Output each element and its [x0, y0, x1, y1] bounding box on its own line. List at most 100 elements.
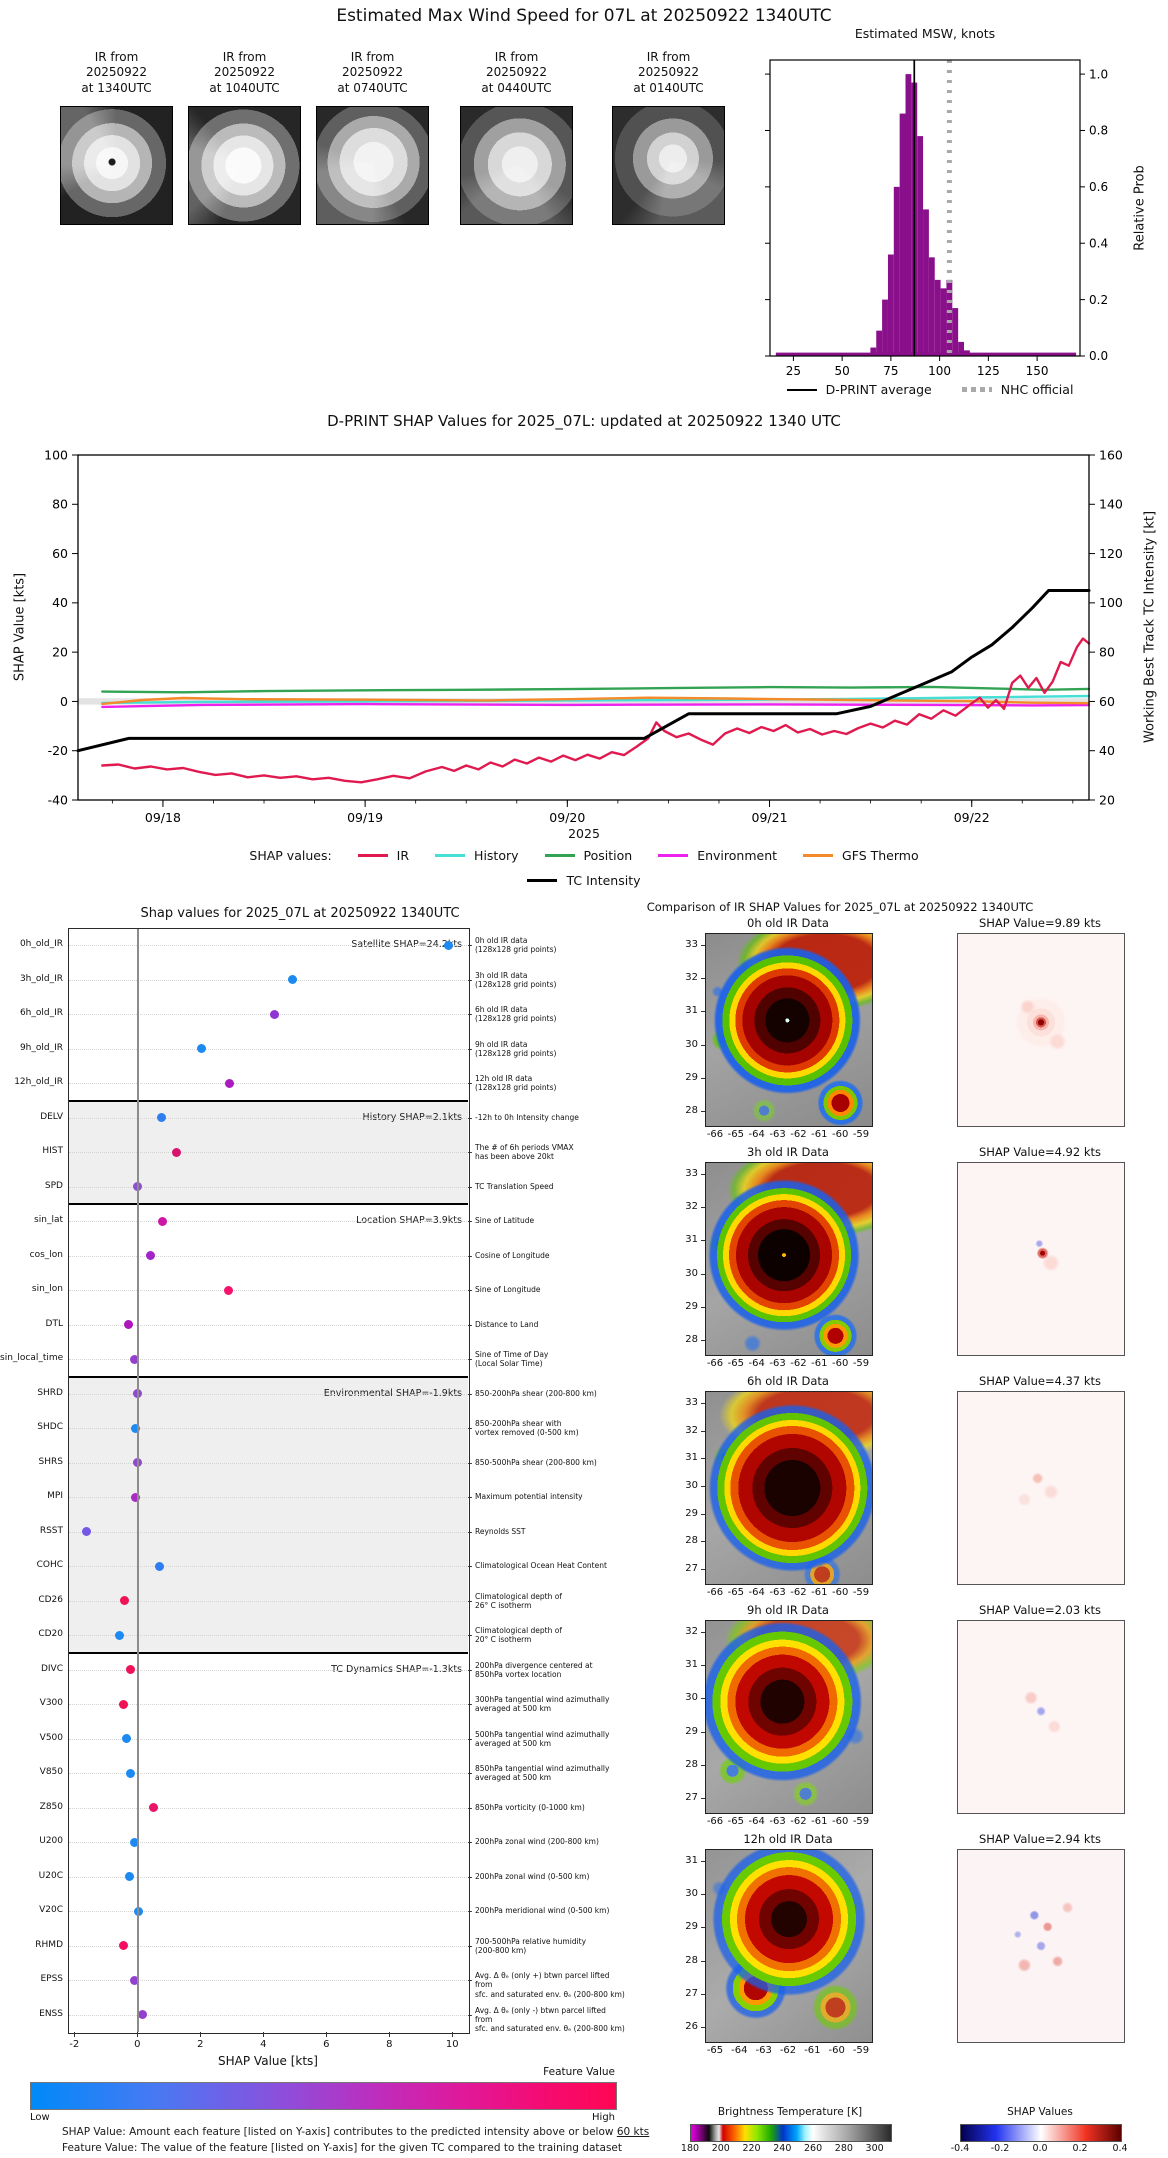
shap-map-title: SHAP Value=4.37 kts — [978, 1374, 1102, 1388]
description-tick — [468, 1842, 472, 1844]
caption-line: at 1340UTC — [81, 80, 152, 95]
x-tick-label: 0 — [134, 2039, 141, 2050]
feature-label: SHDC — [37, 1422, 63, 1433]
description-tick — [468, 1807, 472, 1809]
ir-thumbnail: IR from 20250922 at 1340UTC — [60, 50, 173, 225]
feature-description: 300hPa tangential wind azimuthally avera… — [475, 1695, 610, 1714]
caption-line: 20250922 — [637, 65, 700, 80]
right-tick-label: 20 — [1099, 792, 1115, 807]
feature-dot — [158, 1216, 168, 1226]
section-separator — [68, 1099, 468, 1102]
description-tick — [468, 1393, 472, 1395]
map-y-tick — [701, 1306, 705, 1308]
caption-line: at 0140UTC — [633, 80, 704, 95]
histogram-bar — [940, 288, 947, 356]
map-x-tick-label: -65 — [727, 1129, 745, 1140]
ir-thumbnail-strip: IR from 20250922 at 1340UTC IR from 20250922… — [0, 0, 760, 240]
map-y-tick — [701, 1927, 705, 1929]
map-y-tick-label: 31 — [685, 1855, 698, 1866]
left-tick-label: -40 — [48, 792, 68, 807]
timeseries-legend-label: IR — [396, 848, 410, 863]
section-background-history — [68, 1100, 468, 1204]
x-tick — [200, 2032, 202, 2037]
bt-colorbar-tick: 220 — [742, 2143, 761, 2154]
x-tick-label: -2 — [69, 2039, 80, 2050]
feature-label: COHC — [36, 1560, 63, 1571]
map-y-tick-label: 27 — [685, 1563, 698, 1574]
map-y-tick — [701, 1403, 705, 1404]
feature-description: 12h old IR data (128x128 grid points) — [475, 1074, 557, 1093]
histogram-legend-item: NHC official — [961, 382, 1073, 397]
feature-label: 6h_old_IR — [19, 1008, 63, 1019]
histogram-bar — [946, 279, 953, 356]
right-tick-label: 0.6 — [1089, 180, 1108, 194]
feature-dot — [118, 1699, 128, 1709]
timeseries-ylabel-left: SHAP Value [kts] — [12, 572, 28, 682]
feature-dot — [82, 1527, 92, 1537]
description-tick — [468, 1290, 472, 1292]
feature-dot — [154, 1561, 164, 1571]
map-y-tick-label: 31 — [685, 1452, 698, 1464]
shap-map-image — [957, 1849, 1125, 2043]
feature-label: V20C — [39, 1905, 63, 1916]
x-tick — [263, 2032, 265, 2037]
map-y-tick-label: 30 — [685, 1888, 698, 1900]
section-header: Environmental SHAP=-1.9kts — [323, 1387, 462, 1399]
feature-row-line — [69, 1186, 467, 1188]
feature-label: V300 — [39, 1698, 63, 1709]
line-swatch — [544, 853, 575, 858]
timeseries-legend-label: Position — [583, 848, 633, 863]
feature-dot — [132, 1389, 142, 1399]
right-tick-label: 160 — [1099, 447, 1123, 462]
map-x-tick-label: -61 — [811, 1816, 828, 1827]
timeseries-legend-title: SHAP values: — [249, 848, 332, 863]
feature-label: HIST — [42, 1146, 63, 1157]
feature-description: 850-200hPa shear (200-800 km) — [475, 1388, 597, 1398]
right-tick-label: 140 — [1099, 497, 1123, 512]
series-environment — [101, 702, 1091, 709]
description-tick — [468, 1980, 472, 1982]
feature-row-line — [69, 1635, 467, 1637]
feature-description: Climatological depth of 26° C isotherm — [475, 1591, 562, 1610]
map-y-tick-label: 28 — [685, 1334, 698, 1345]
feature-label: V500 — [39, 1732, 63, 1743]
shap-colorbar-title: SHAP Values — [1007, 2106, 1073, 2118]
map-y-tick-label: 32 — [685, 1201, 698, 1213]
feature-label: 0h_old_IR — [19, 939, 63, 950]
map-x-tick-label: -59 — [852, 1816, 870, 1827]
dotplot-box — [68, 928, 470, 2034]
brightness-temperature-colorbar — [690, 2124, 892, 2142]
map-x-tick-label: -59 — [852, 1587, 870, 1598]
map-y-tick — [701, 978, 705, 980]
timeseries-legend-label: History — [474, 848, 519, 863]
feature-description: Distance to Land — [475, 1319, 539, 1329]
feature-dot — [224, 1285, 234, 1295]
feature-description: 700-500hPa relative humidity (200-800 km… — [475, 1936, 587, 1955]
feature-dot — [129, 1837, 139, 1847]
map-y-tick-label: 29 — [685, 1921, 698, 1933]
x-tick-label: 09/18 — [145, 810, 181, 825]
caption-line: at 0740UTC — [337, 80, 408, 95]
map-x-tick-label: -64 — [748, 1129, 765, 1140]
map-y-tick — [701, 1513, 705, 1515]
feature-row-line — [69, 1255, 467, 1257]
map-x-tick-label: -65 — [727, 1358, 745, 1369]
ir-thumbnail: IR from 20250922 at 0740UTC — [316, 50, 429, 225]
feature-row-line — [69, 1531, 467, 1533]
description-tick — [468, 1014, 472, 1016]
feature-row-line — [69, 1566, 467, 1568]
timeseries-legend-row1: SHAP values: IR History Position Environment… — [0, 848, 1168, 863]
map-y-tick-label: 30 — [685, 1692, 698, 1704]
x-tick-label: 09/19 — [347, 810, 383, 825]
series-history — [101, 694, 1091, 705]
map-y-tick-label: 29 — [685, 1725, 698, 1737]
feature-label: RHMD — [35, 1939, 63, 1950]
shap-map-title: SHAP Value=2.94 kts — [978, 1832, 1102, 1846]
shap-colorbar-tick: 0.0 — [1032, 2143, 1048, 2154]
map-x-tick-label: -59 — [852, 2045, 870, 2056]
feature-label: U20C — [38, 1870, 63, 1881]
map-x-tick-label: -60 — [831, 1816, 849, 1827]
feature-row-line — [69, 1221, 467, 1223]
map-x-tick-label: -62 — [790, 1816, 807, 1827]
